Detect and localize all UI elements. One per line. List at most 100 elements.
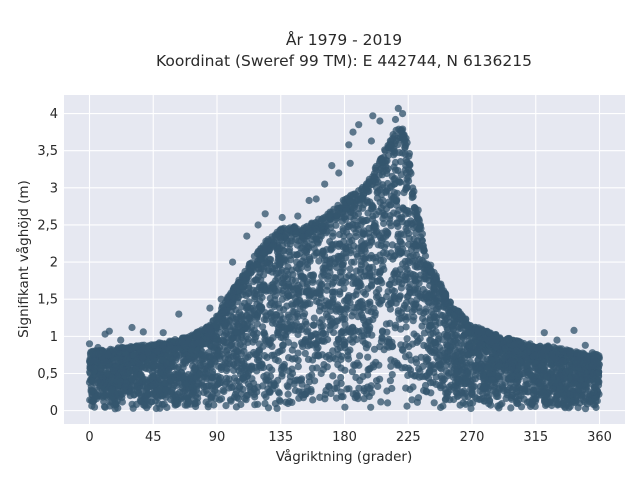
scatter-point	[206, 353, 214, 361]
scatter-point	[332, 394, 341, 402]
scatter-point	[312, 219, 320, 227]
scatter-point	[280, 247, 288, 255]
scatter-point	[403, 402, 411, 410]
scatter-point	[439, 311, 447, 320]
scatter-point	[340, 238, 348, 246]
scatter-point	[372, 289, 380, 297]
scatter-point	[391, 115, 400, 124]
scatter-point	[301, 349, 309, 357]
scatter-point	[337, 364, 345, 372]
scatter-point	[404, 371, 412, 379]
scatter-point	[364, 366, 372, 374]
scatter-point	[238, 364, 246, 372]
scatter-point	[333, 340, 341, 348]
scatter-point	[101, 403, 109, 411]
scatter-point	[326, 326, 334, 334]
scatter-point	[396, 178, 404, 186]
scatter-point	[436, 344, 444, 352]
scatter-point	[430, 399, 438, 407]
scatter-point	[374, 241, 382, 249]
scatter-point	[318, 316, 326, 324]
scatter-point	[298, 380, 306, 388]
scatter-point	[573, 356, 581, 364]
scatter-point	[396, 250, 404, 258]
scatter-point	[352, 389, 360, 397]
scatter-point	[431, 277, 439, 285]
scatter-point	[324, 216, 333, 224]
scatter-point	[259, 265, 268, 273]
scatter-point	[388, 384, 396, 393]
scatter-point	[581, 405, 590, 413]
scatter-point	[284, 225, 292, 233]
scatter-point	[352, 229, 360, 237]
scatter-point	[408, 396, 416, 404]
scatter-point	[493, 335, 501, 343]
scatter-point	[566, 349, 574, 358]
scatter-point	[387, 356, 395, 364]
scatter-point	[256, 255, 264, 263]
scatter-point	[449, 326, 457, 334]
scatter-point	[298, 339, 306, 347]
scatter-point	[355, 328, 363, 336]
scatter-point	[417, 233, 425, 241]
scatter-point	[259, 363, 268, 372]
scatter-point	[294, 212, 302, 220]
scatter-point	[229, 258, 237, 266]
scatter-point	[111, 390, 119, 398]
scatter-point	[339, 393, 347, 401]
scatter-point	[458, 333, 467, 341]
scatter-point	[361, 290, 370, 298]
scatter-point	[117, 336, 125, 344]
scatter-point	[289, 302, 297, 310]
scatter-point	[305, 373, 313, 381]
scatter-point	[251, 336, 259, 344]
scatter-point	[377, 398, 385, 406]
scatter-point	[409, 317, 417, 325]
scatter-point	[259, 382, 267, 390]
scatter-point	[337, 379, 345, 387]
scatter-point	[487, 334, 495, 342]
scatter-point	[570, 326, 578, 334]
scatter-point	[514, 399, 522, 408]
scatter-point	[405, 240, 413, 248]
scatter-point	[430, 338, 438, 346]
scatter-point	[402, 298, 411, 307]
scatter-point	[374, 187, 382, 196]
scatter-point	[556, 382, 564, 390]
scatter-point	[367, 382, 375, 390]
scatter-point	[341, 344, 349, 352]
scatter-point	[288, 355, 296, 363]
x-tick-label: 90	[209, 430, 226, 445]
scatter-point	[360, 254, 368, 262]
scatter-point	[373, 277, 381, 285]
scatter-point	[329, 347, 337, 355]
scatter-point	[207, 360, 216, 368]
scatter-point	[584, 387, 592, 395]
scatter-point	[316, 303, 325, 311]
scatter-point	[356, 352, 364, 360]
scatter-point	[304, 327, 312, 335]
scatter-point	[361, 340, 369, 348]
scatter-point	[240, 337, 248, 345]
y-tick-label: 3,5	[37, 144, 58, 159]
scatter-point	[271, 381, 279, 389]
scatter-point	[217, 295, 225, 303]
scatter-point	[593, 397, 601, 405]
scatter-point	[472, 366, 480, 374]
scatter-point	[345, 196, 353, 204]
scatter-point	[231, 390, 239, 398]
scatter-point	[352, 291, 360, 299]
scatter-point	[488, 349, 496, 357]
scatter-point	[321, 395, 329, 403]
scatter-point	[370, 363, 378, 371]
scatter-point	[532, 387, 540, 395]
scatter-point	[204, 400, 213, 408]
y-tick-label: 3	[50, 181, 58, 196]
scatter-point	[261, 352, 269, 360]
scatter-point	[153, 366, 162, 374]
scatter-point	[280, 360, 288, 369]
scatter-point	[439, 402, 447, 410]
scatter-point	[248, 375, 256, 383]
scatter-point	[298, 388, 306, 396]
scatter-point	[165, 366, 173, 374]
